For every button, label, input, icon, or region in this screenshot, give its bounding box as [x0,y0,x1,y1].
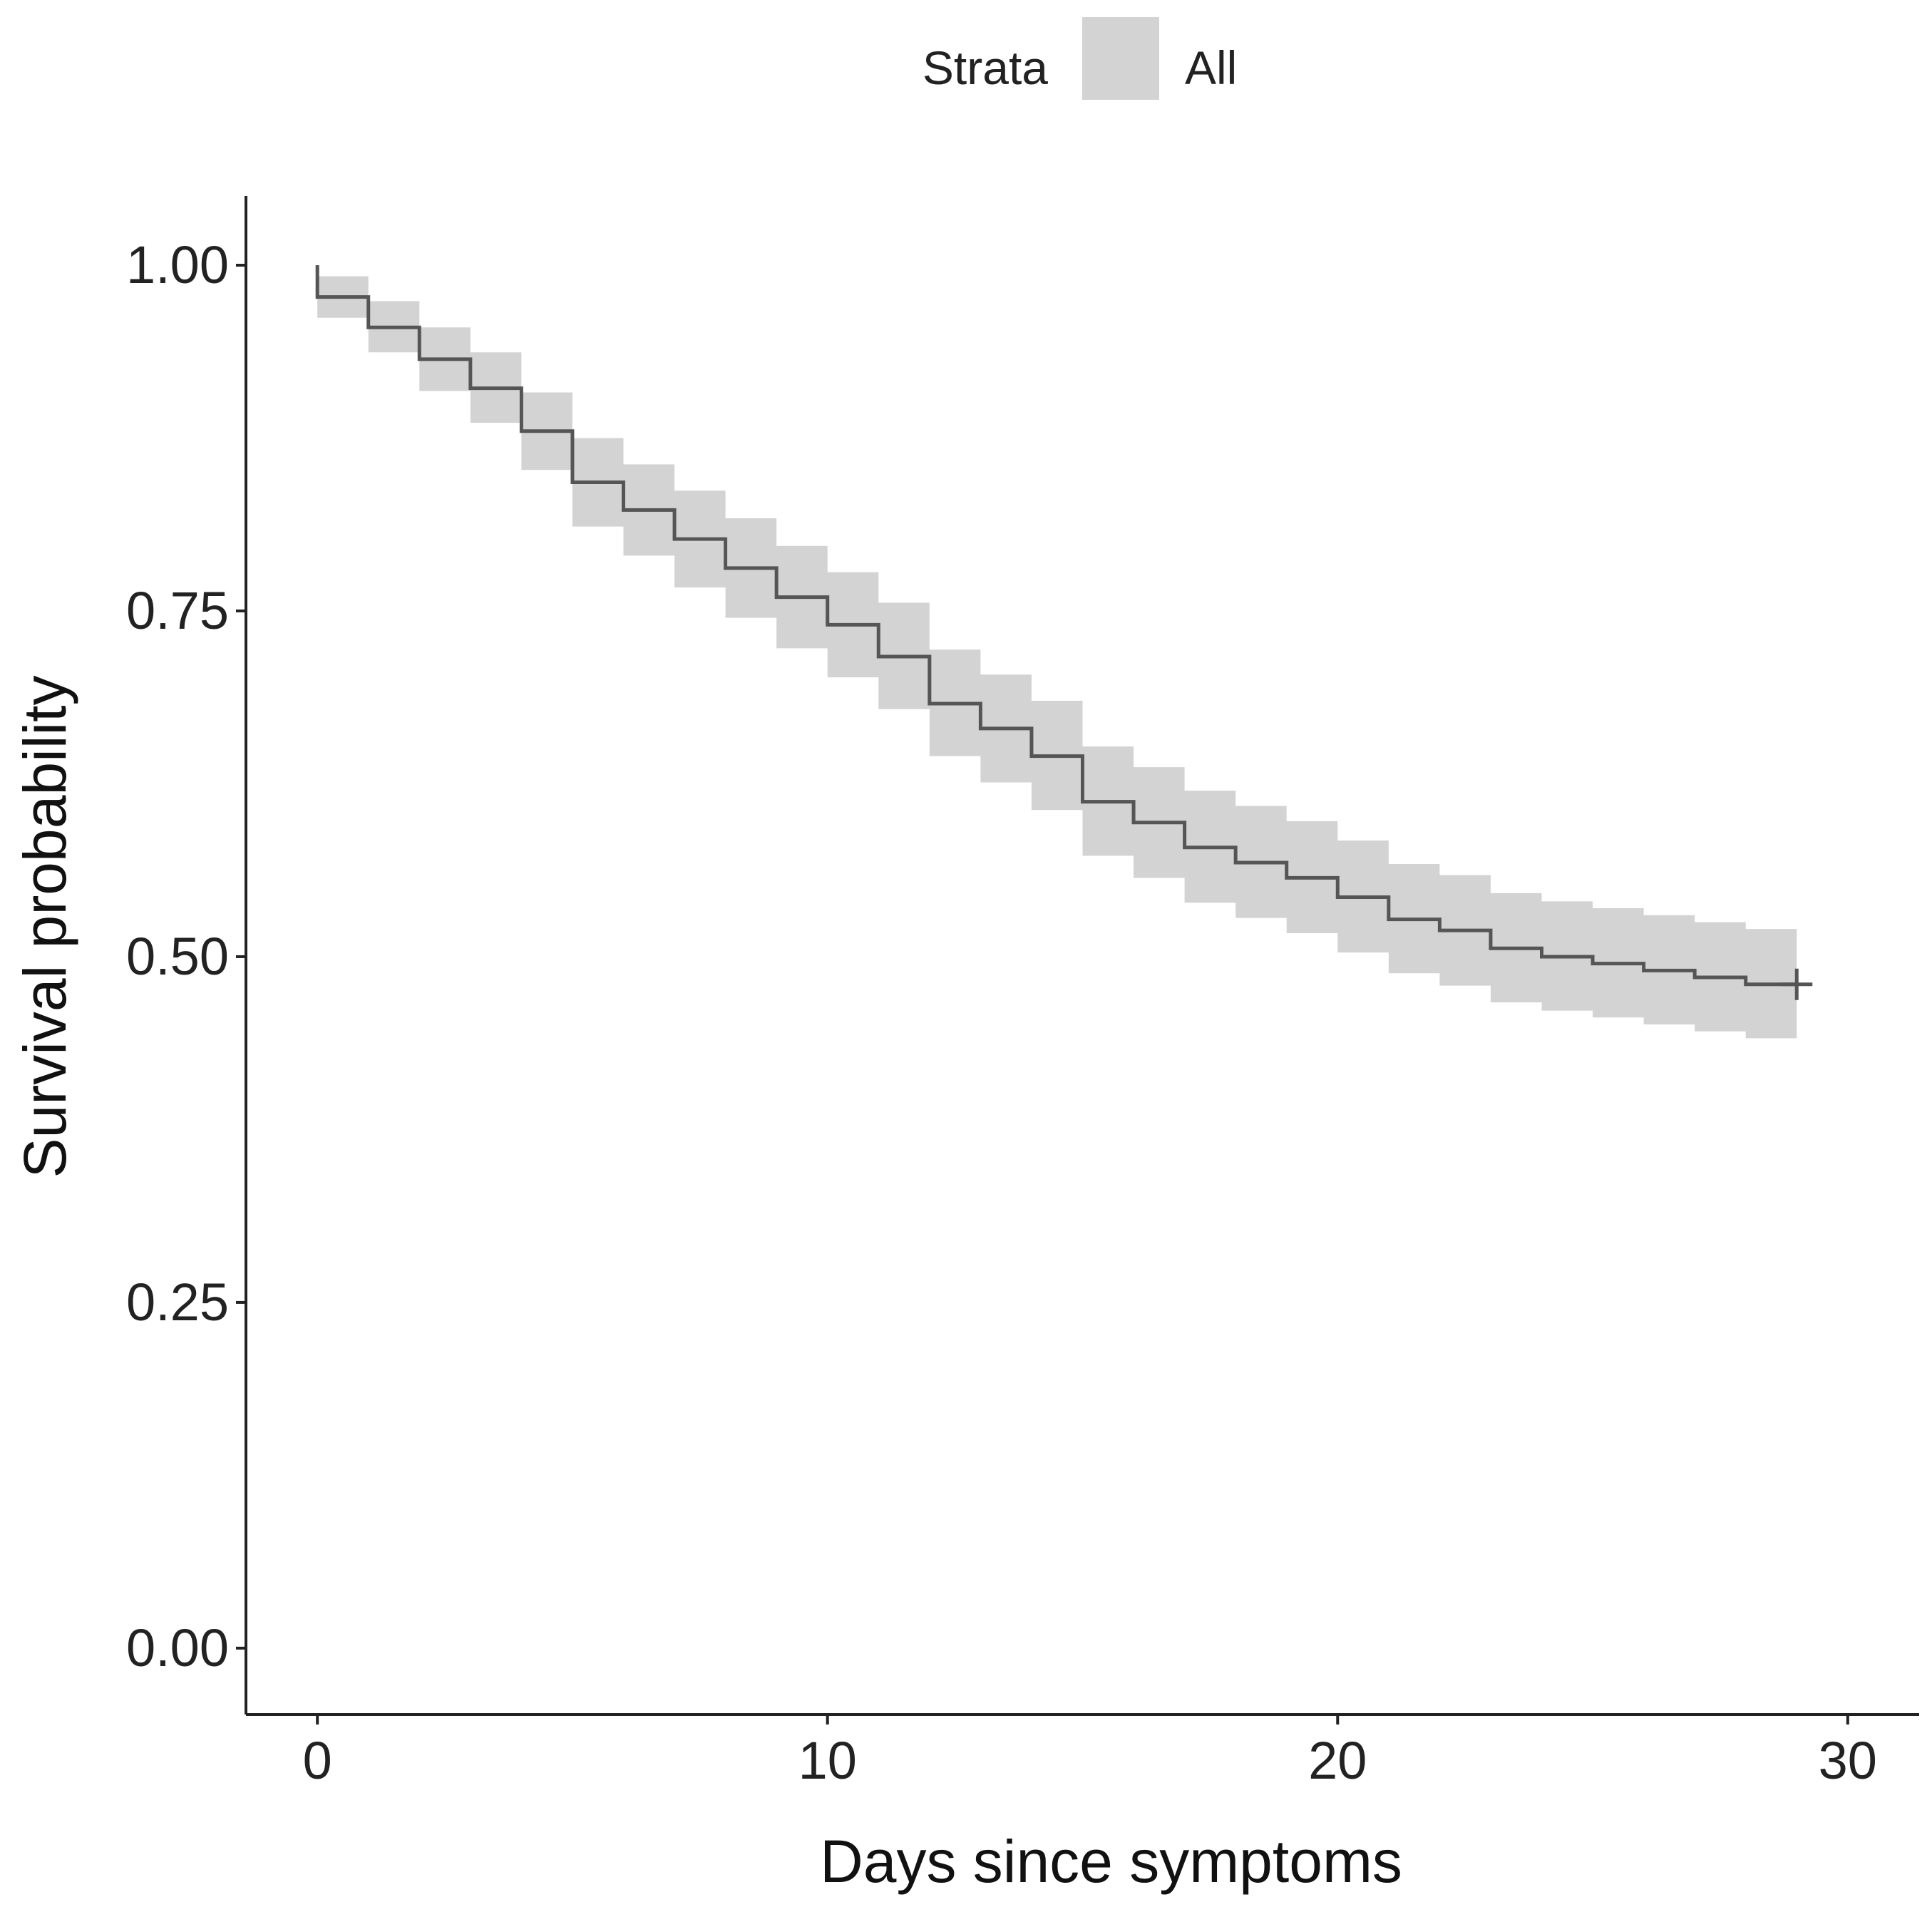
y-tick-label: 0.50 [126,927,229,986]
axes: 0.00 0.25 0.50 0.75 1.00 0 10 20 30 [126,196,1919,1790]
y-axis-title: Survival probability [11,676,78,1178]
y-tick-label: 0.25 [126,1273,229,1332]
legend-label-all: All [1185,41,1237,94]
x-tick-label: 0 [303,1731,332,1790]
x-tick-label: 20 [1308,1731,1367,1790]
censor-mark [1781,968,1813,1000]
legend: Strata All [923,17,1237,100]
x-tick-label: 10 [798,1731,857,1790]
y-tick-label: 0.00 [126,1618,229,1677]
survival-curve [315,264,1797,987]
confidence-band [317,276,1797,1039]
plot-area [315,264,1813,1039]
legend-swatch-all [1082,17,1159,100]
x-tick-label: 30 [1819,1731,1877,1790]
y-tick-label: 0.75 [126,581,229,640]
x-axis-title: Days since symptoms [820,1828,1402,1895]
y-tick-label: 1.00 [126,235,229,294]
legend-title: Strata [923,41,1048,94]
